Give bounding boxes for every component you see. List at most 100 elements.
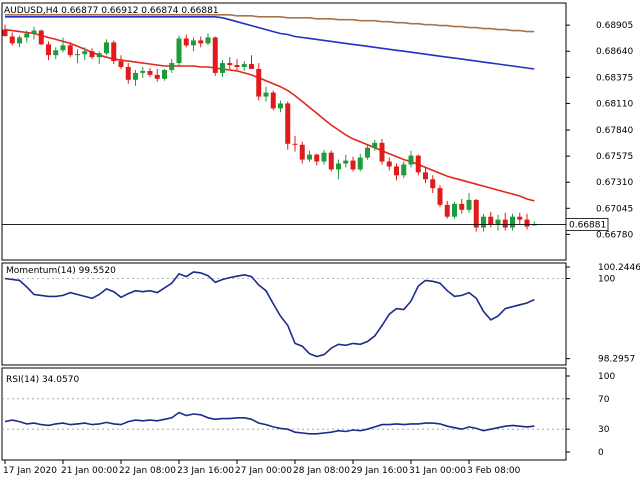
candle-body (379, 142, 385, 162)
candle-body (234, 65, 240, 68)
candle-body (249, 64, 254, 69)
rsi-y-tick-label: 70 (598, 395, 610, 405)
rsi-panel-title: RSI(14) 34.0570 (6, 375, 79, 385)
candle-body (111, 42, 117, 62)
x-tick-label: 22 Jan 08:00 (119, 466, 176, 476)
price-y-tick-label: 0.68905 (596, 21, 633, 31)
x-tick-label: 3 Feb 08:00 (467, 466, 521, 476)
candle-body (133, 72, 138, 80)
candle-body (314, 154, 320, 162)
price-y-tick-label: 0.67045 (596, 204, 633, 214)
x-tick-label: 21 Jan 00:00 (61, 466, 118, 476)
candle-body (299, 144, 305, 160)
candle-body (423, 172, 428, 180)
x-tick-label: 28 Jan 08:00 (293, 466, 350, 476)
x-tick-label: 17 Jan 2020 (3, 466, 57, 476)
candle-body (82, 51, 88, 55)
candle-body (212, 37, 218, 73)
candle-body (176, 38, 182, 64)
candle-body (437, 188, 443, 205)
price-panel-title: AUDUSD,H4 0.66877 0.66912 0.66874 0.6688… (4, 6, 219, 16)
candle-body (452, 203, 457, 217)
candle-body (430, 179, 436, 189)
candle-body (510, 216, 515, 228)
candle-body (444, 204, 450, 217)
candle-body (118, 61, 124, 68)
x-tick-label: 27 Jan 00:00 (235, 466, 292, 476)
candle-body (24, 33, 30, 38)
candle-body (531, 224, 537, 226)
candle-body (372, 142, 378, 148)
candle-body (46, 44, 51, 56)
candle-body (125, 67, 131, 80)
candle-body (365, 147, 370, 158)
candle-body (191, 40, 196, 46)
candle-body (386, 161, 392, 167)
candle-body (53, 50, 59, 56)
candle-body (263, 92, 269, 97)
candle-body (227, 63, 233, 66)
candle-body (162, 69, 167, 79)
momentum-panel-title: Momentum(14) 99.5520 (6, 266, 116, 276)
candle-body (104, 42, 109, 54)
price-layer: 0.66881 (2, 14, 609, 232)
rsi-line (4, 411, 535, 435)
candle-body (2, 29, 8, 36)
candle-body (394, 166, 399, 176)
ma-slow-line (5, 14, 535, 33)
candle-body (292, 143, 298, 145)
candle-body (343, 160, 349, 164)
price-y-tick-label: 0.68110 (596, 99, 633, 109)
candle-body (220, 63, 225, 73)
price-y-tick-label: 0.68375 (596, 73, 633, 83)
momentum-y-tick-label: 98.2957 (598, 355, 635, 365)
x-tick-label: 29 Jan 16:00 (351, 466, 408, 476)
candle-body (169, 63, 175, 70)
candle-body (466, 199, 472, 210)
price-y-tick-label: 0.66780 (596, 230, 633, 240)
candle-body (307, 154, 312, 160)
candle-body (401, 164, 407, 176)
candle-body (517, 216, 523, 220)
rsi-y-tick-label: 100 (598, 372, 615, 382)
x-tick-label: 23 Jan 16:00 (177, 466, 234, 476)
candle-body (488, 216, 494, 225)
candle-body (147, 70, 153, 75)
price-y-tick-label: 0.67840 (596, 126, 633, 136)
candle-body (285, 103, 291, 144)
rsi-layer (2, 398, 566, 435)
candle-body (459, 203, 465, 210)
candle-body (495, 219, 501, 225)
rsi-y-tick-label: 30 (598, 425, 610, 435)
candle-body (321, 152, 327, 162)
momentum-panel-frame (1, 262, 567, 366)
candle-body (270, 92, 276, 109)
candle-body (17, 37, 22, 44)
candle-body (183, 38, 189, 46)
candle-body (524, 219, 530, 227)
candle-body (256, 68, 262, 97)
candle-body (473, 199, 479, 228)
candle-body (60, 45, 66, 51)
candle-body (89, 51, 95, 58)
candle-body (38, 30, 44, 45)
price-panel-frame (1, 2, 567, 261)
candle-body (31, 30, 37, 34)
candle-body (481, 216, 486, 228)
candle-body (154, 74, 160, 79)
current-price-label: 0.66881 (569, 220, 606, 230)
candle-body (502, 219, 508, 228)
axis-layer: 0.68905 0.68640 0.68375 0.68110 0.67840 0.675… (3, 21, 640, 476)
candle-body (336, 163, 341, 170)
rsi-y-tick-label: 0 (598, 448, 604, 458)
x-tick-label: 31 Jan 00:00 (409, 466, 466, 476)
candle-body (415, 155, 421, 173)
price-y-tick-label: 0.67310 (596, 178, 633, 188)
price-y-tick-label: 0.68640 (596, 47, 633, 57)
rsi-panel-frame (1, 367, 567, 461)
candle-body (96, 53, 102, 58)
price-y-tick-label: 0.67575 (596, 152, 633, 162)
candle-body (205, 37, 211, 44)
candle-body (328, 152, 334, 170)
